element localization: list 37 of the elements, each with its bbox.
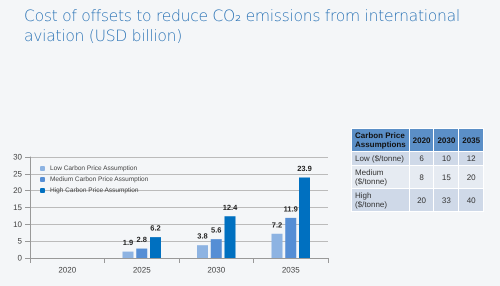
x-tick-label: 2020 — [58, 266, 77, 274]
y-tick-label: 30 — [13, 152, 23, 162]
category-label: 2035 — [458, 128, 484, 152]
text: 10 — [442, 154, 451, 163]
category-label: Medium ($/tonne) — [355, 168, 388, 186]
text: 40 — [466, 196, 476, 204]
bar — [285, 218, 296, 258]
x-tick-label: 2035 — [282, 266, 300, 274]
text: 33 — [442, 196, 451, 204]
y-tick-label: 15 — [13, 203, 23, 212]
text: 20 — [417, 196, 426, 204]
bar — [136, 248, 148, 258]
text: 6 — [419, 154, 424, 163]
text: 8 — [419, 172, 424, 182]
bar — [272, 234, 282, 258]
category-label: High ($/tonne) — [355, 191, 388, 209]
x-tick-label: 2025 — [132, 266, 152, 274]
bar — [197, 245, 208, 258]
text: 12 — [466, 154, 476, 163]
category-label: 2020 — [409, 128, 434, 152]
text: 20 — [466, 172, 476, 182]
y-tick-label: 20 — [13, 186, 23, 196]
chart-title: Cost of offsets to reduce CO₂ emissions from international aviation (USD billion) — [24, 6, 461, 46]
bar — [224, 216, 236, 258]
bar — [122, 252, 134, 258]
category-label: Low ($/tonne) — [355, 154, 404, 163]
bar — [299, 178, 310, 258]
category-label: 2030 — [434, 128, 459, 152]
y-tick-label: 10 — [13, 220, 23, 229]
bar — [210, 239, 222, 258]
bar — [150, 237, 161, 258]
y-tick-label: 5 — [18, 236, 23, 246]
y-tick-label: 0 — [18, 254, 23, 262]
text: Carbon Price Assumptions — [352, 128, 410, 152]
x-tick-label: 2030 — [207, 266, 226, 274]
text: 15 — [442, 172, 451, 182]
y-tick-label: 25 — [13, 169, 23, 178]
